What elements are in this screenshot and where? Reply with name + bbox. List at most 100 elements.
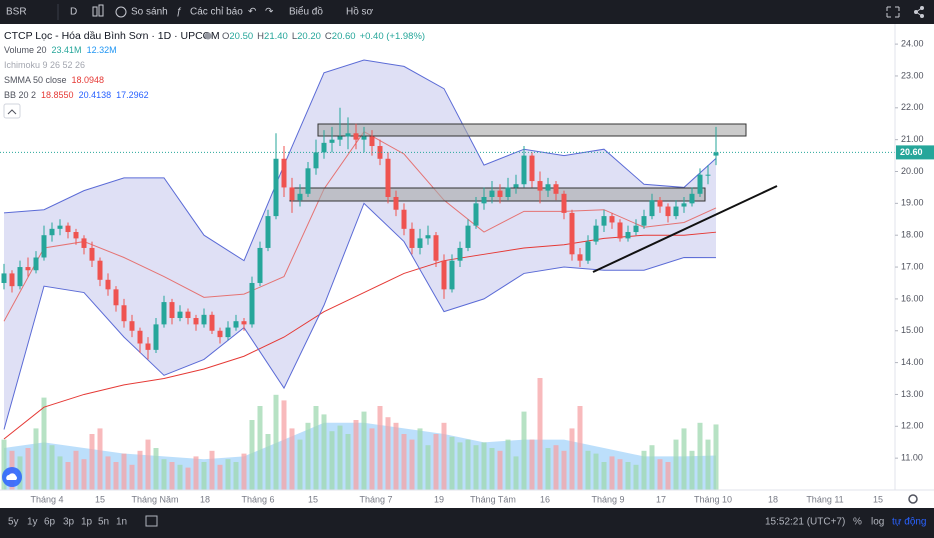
volume-bar [361,411,367,490]
percent-toggle[interactable]: % [853,517,862,528]
y-tick-label: 22.00 [901,102,924,112]
profile-menu[interactable]: Hồ sơ [346,6,374,18]
candle-body [521,155,527,185]
interval[interactable]: D [70,7,77,18]
candle-body [249,282,255,325]
undo[interactable]: ↶ [248,7,256,18]
range-button[interactable]: 6p [44,517,56,528]
band-layer [3,59,717,440]
volume-bar [545,448,551,490]
candle-body [497,190,503,197]
chart-menu[interactable]: Biểu đồ [289,6,323,18]
volume-bar [625,462,631,490]
candle-body [289,187,295,201]
y-tick-label: 12.00 [901,421,924,431]
volume-bar [425,445,431,490]
volume-bar [657,459,663,490]
compare[interactable]: So sánh [131,7,168,18]
settings-icon[interactable] [908,494,918,504]
compare-icon[interactable] [115,6,127,18]
candle-body [281,158,287,188]
volume-bar [457,442,463,490]
indicator-value: 23.41M [52,45,82,55]
indicators[interactable]: Các chỉ báo [190,6,243,18]
indicator-label: SMMA 50 close [4,75,67,85]
candle-body [441,260,447,290]
candle-body [577,254,583,261]
candle-body [193,318,199,325]
candle-body [601,216,607,226]
candle-body [65,225,71,233]
volume-bar [105,456,111,490]
volume-bar [41,397,47,490]
volume-bar [449,436,455,490]
candle-body [105,279,111,290]
trend-line[interactable] [592,185,778,273]
candle-body [329,139,335,143]
candle-body [353,133,359,140]
symbol[interactable]: BSR [6,7,27,18]
volume-bar [241,453,247,490]
share-icon[interactable] [914,6,924,18]
volume-bar [201,462,207,490]
candle-body [361,136,367,140]
date-range-icon[interactable] [145,515,158,527]
range-button[interactable]: 5n [98,517,109,528]
volume-bar [337,425,343,490]
range-button[interactable]: 5y [8,517,19,528]
range-button[interactable]: 1y [27,517,38,528]
volume-bar [409,439,415,490]
candle-body [25,267,31,271]
range-button[interactable]: 1n [116,517,127,528]
candle-body [9,273,15,287]
x-tick-label: Tháng Tám [470,494,516,504]
collapse-icon [7,109,17,115]
volume-bar [1,439,7,490]
candle-body [657,200,663,207]
collapse-button[interactable] [3,103,21,119]
y-tick-label: 15.00 [901,325,924,335]
volume-bar [601,462,607,490]
volume-bar [713,424,719,490]
range-button[interactable]: 1p [81,517,93,528]
range-button[interactable]: 3p [63,517,75,528]
candle-body [17,267,23,287]
volume-bar [305,422,311,490]
candle-body [257,247,263,283]
fullscreen-icon[interactable] [886,6,900,18]
volume-bar [177,464,183,490]
volume-bar [569,428,575,490]
candle-body [73,232,79,239]
auto-toggle[interactable]: tự động [892,517,927,528]
volume-bar [297,439,303,490]
candle-body [209,314,215,331]
log-toggle[interactable]: log [871,517,884,528]
volume-bar [281,400,287,490]
volume-bar [25,448,31,490]
volume-bar [129,464,135,490]
chart-style-icon[interactable] [92,4,104,17]
candle-body [97,260,103,280]
indicators-icon[interactable]: ƒ [176,7,182,18]
redo[interactable]: ↷ [265,7,274,18]
last-price-label: 20.60 [900,147,923,157]
candle-body [649,200,655,217]
legend-menu[interactable] [204,32,212,40]
candle-body [113,289,119,306]
candle-body [425,235,431,239]
candle-body [169,302,175,319]
indicator-value: 20.4138 [79,90,112,100]
volume-bar [665,462,671,490]
candle-body [1,273,7,283]
volume-bar [73,450,79,490]
y-tick-label: 20.00 [901,166,924,176]
volume-bar [345,434,351,490]
ohlc-label: L [292,31,297,42]
x-tick-label: 15 [873,494,883,504]
resistance-zone[interactable] [317,123,747,137]
volume-bar [553,445,559,490]
volume-bar [465,439,471,490]
candle-body [121,305,127,322]
y-tick-label: 14.00 [901,357,924,367]
